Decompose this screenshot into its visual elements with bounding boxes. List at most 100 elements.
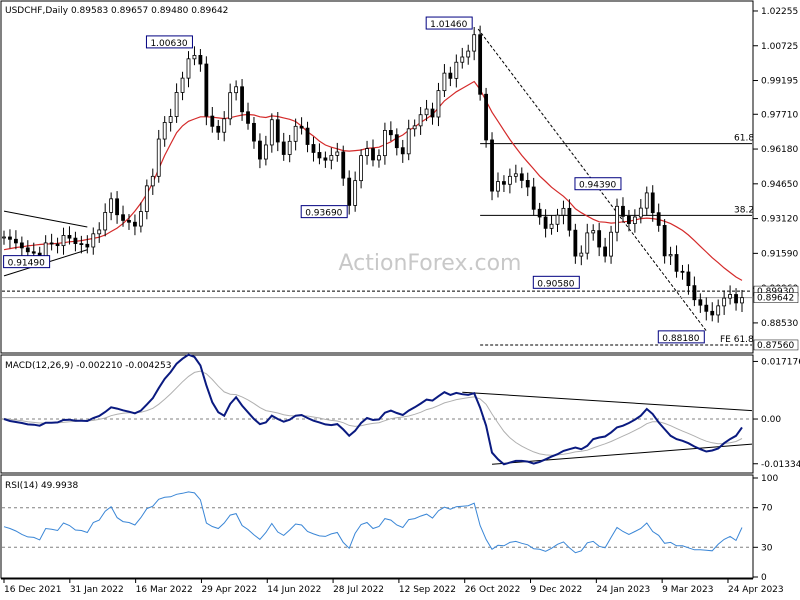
candle-body <box>263 144 268 160</box>
current-price-axis-label: 0.89642 <box>757 294 794 304</box>
candle-body <box>246 111 250 124</box>
x-axis-date-label: 28 Jul 2022 <box>333 585 384 595</box>
candle-body <box>19 242 24 249</box>
swing-label: 0.93690 <box>305 209 342 219</box>
swing-label: 0.94390 <box>579 181 616 191</box>
candle-body <box>198 55 203 65</box>
candle-body <box>365 148 369 157</box>
candle-body <box>156 138 161 177</box>
candle-body <box>121 214 125 221</box>
candle-body <box>91 233 96 248</box>
price-y-tick-label: 1.00725 <box>761 42 798 52</box>
macd-panel: MACD(12,26,9) -0.002210 -0.004253 <box>0 353 754 474</box>
candle-body <box>430 108 435 118</box>
support-axis-label: 0.89930 <box>757 287 794 297</box>
candle-body <box>383 130 387 157</box>
rsi-y-tick-label: 70 <box>761 504 773 514</box>
candle-body <box>180 77 185 93</box>
candle-body <box>109 198 114 213</box>
price-panel-frame <box>0 0 754 354</box>
rsi-panel: RSI(14) 49.9938 <box>0 474 754 579</box>
candle-body <box>192 55 197 60</box>
macd-y-tick-label: -0.01334 <box>761 460 800 470</box>
candle-body <box>55 243 60 247</box>
candle-body <box>442 72 447 92</box>
candle-body <box>281 141 286 155</box>
candle-body <box>674 254 679 272</box>
rsi-line <box>3 491 743 554</box>
rsi-y-tick-label: 100 <box>761 474 778 484</box>
candle-body <box>502 181 506 185</box>
x-axis-date-label: 24 Jan 2023 <box>596 585 650 595</box>
candle-body <box>353 180 358 206</box>
candle-body <box>549 223 554 229</box>
candle-body <box>222 118 227 133</box>
candle-body <box>555 214 560 225</box>
fe-axis-label: 0.87560 <box>757 341 794 351</box>
candle-body <box>377 155 381 161</box>
candle-body <box>210 115 215 127</box>
candle-body <box>740 297 744 304</box>
rsi-panel-frame <box>0 474 754 579</box>
rsi-y-tick-label: 30 <box>761 543 773 553</box>
x-axis-date-label: 31 Jan 2022 <box>70 585 124 595</box>
candle-body <box>513 173 518 177</box>
rsi-lines-layer <box>2 491 752 554</box>
x-axis-date-label: 9 Mar 2023 <box>662 585 713 595</box>
candle-body <box>460 56 465 63</box>
candle-body <box>650 192 655 214</box>
candle-body <box>25 247 30 253</box>
macd-upper-trendline <box>462 391 753 412</box>
candle-body <box>252 122 256 142</box>
candle-body <box>341 151 346 179</box>
candle-body <box>174 92 179 117</box>
candle-body <box>400 147 405 155</box>
candles-layer <box>2 25 744 323</box>
candle-body <box>734 294 738 304</box>
candle-body <box>531 186 536 210</box>
macd-y-axis: 0.017176 0.00 -0.01334 <box>753 357 800 470</box>
candle-body <box>8 236 12 240</box>
candle-body <box>299 125 304 129</box>
candle-body <box>412 125 417 130</box>
candle-body <box>406 128 411 155</box>
candle-body <box>138 211 143 227</box>
macd-lower-trendline <box>491 443 753 465</box>
candle-body <box>43 242 48 258</box>
price-y-tick-label: 0.99195 <box>761 77 798 87</box>
candle-body <box>371 148 375 161</box>
price-y-tick-label: 0.93120 <box>761 215 798 225</box>
candle-body <box>722 297 727 307</box>
candle-body <box>507 175 512 185</box>
candle-body <box>525 180 530 188</box>
candle-body <box>716 305 721 316</box>
candle-body <box>573 229 578 257</box>
candle-body <box>311 144 316 153</box>
candle-body <box>103 212 108 231</box>
candle-body <box>61 235 66 247</box>
candle-body <box>656 212 661 226</box>
falling-trendline <box>477 28 707 332</box>
rsi-y-tick-label: 0 <box>761 573 767 583</box>
candle-body <box>472 34 477 52</box>
candle-body <box>216 125 221 133</box>
candle-body <box>150 175 155 187</box>
swing-label: 1.00630 <box>150 39 187 49</box>
candle-body <box>448 72 453 79</box>
candle-body <box>85 243 90 248</box>
candle-body <box>561 207 566 216</box>
candle-body <box>305 127 310 145</box>
candle-body <box>144 185 149 212</box>
watermark: ActionForex.com <box>339 251 522 276</box>
swing-label-box <box>657 330 705 344</box>
candle-body <box>323 157 328 161</box>
candle-body <box>454 61 459 79</box>
x-axis-date-label: 29 Apr 2022 <box>201 585 257 595</box>
candle-body <box>668 254 673 257</box>
x-axis-date-label: 14 Jun 2022 <box>267 585 321 595</box>
macd-signal-line <box>3 370 743 456</box>
candle-body <box>293 125 298 142</box>
candle-body <box>186 58 191 79</box>
price-y-tick-label: 0.91590 <box>761 249 798 259</box>
